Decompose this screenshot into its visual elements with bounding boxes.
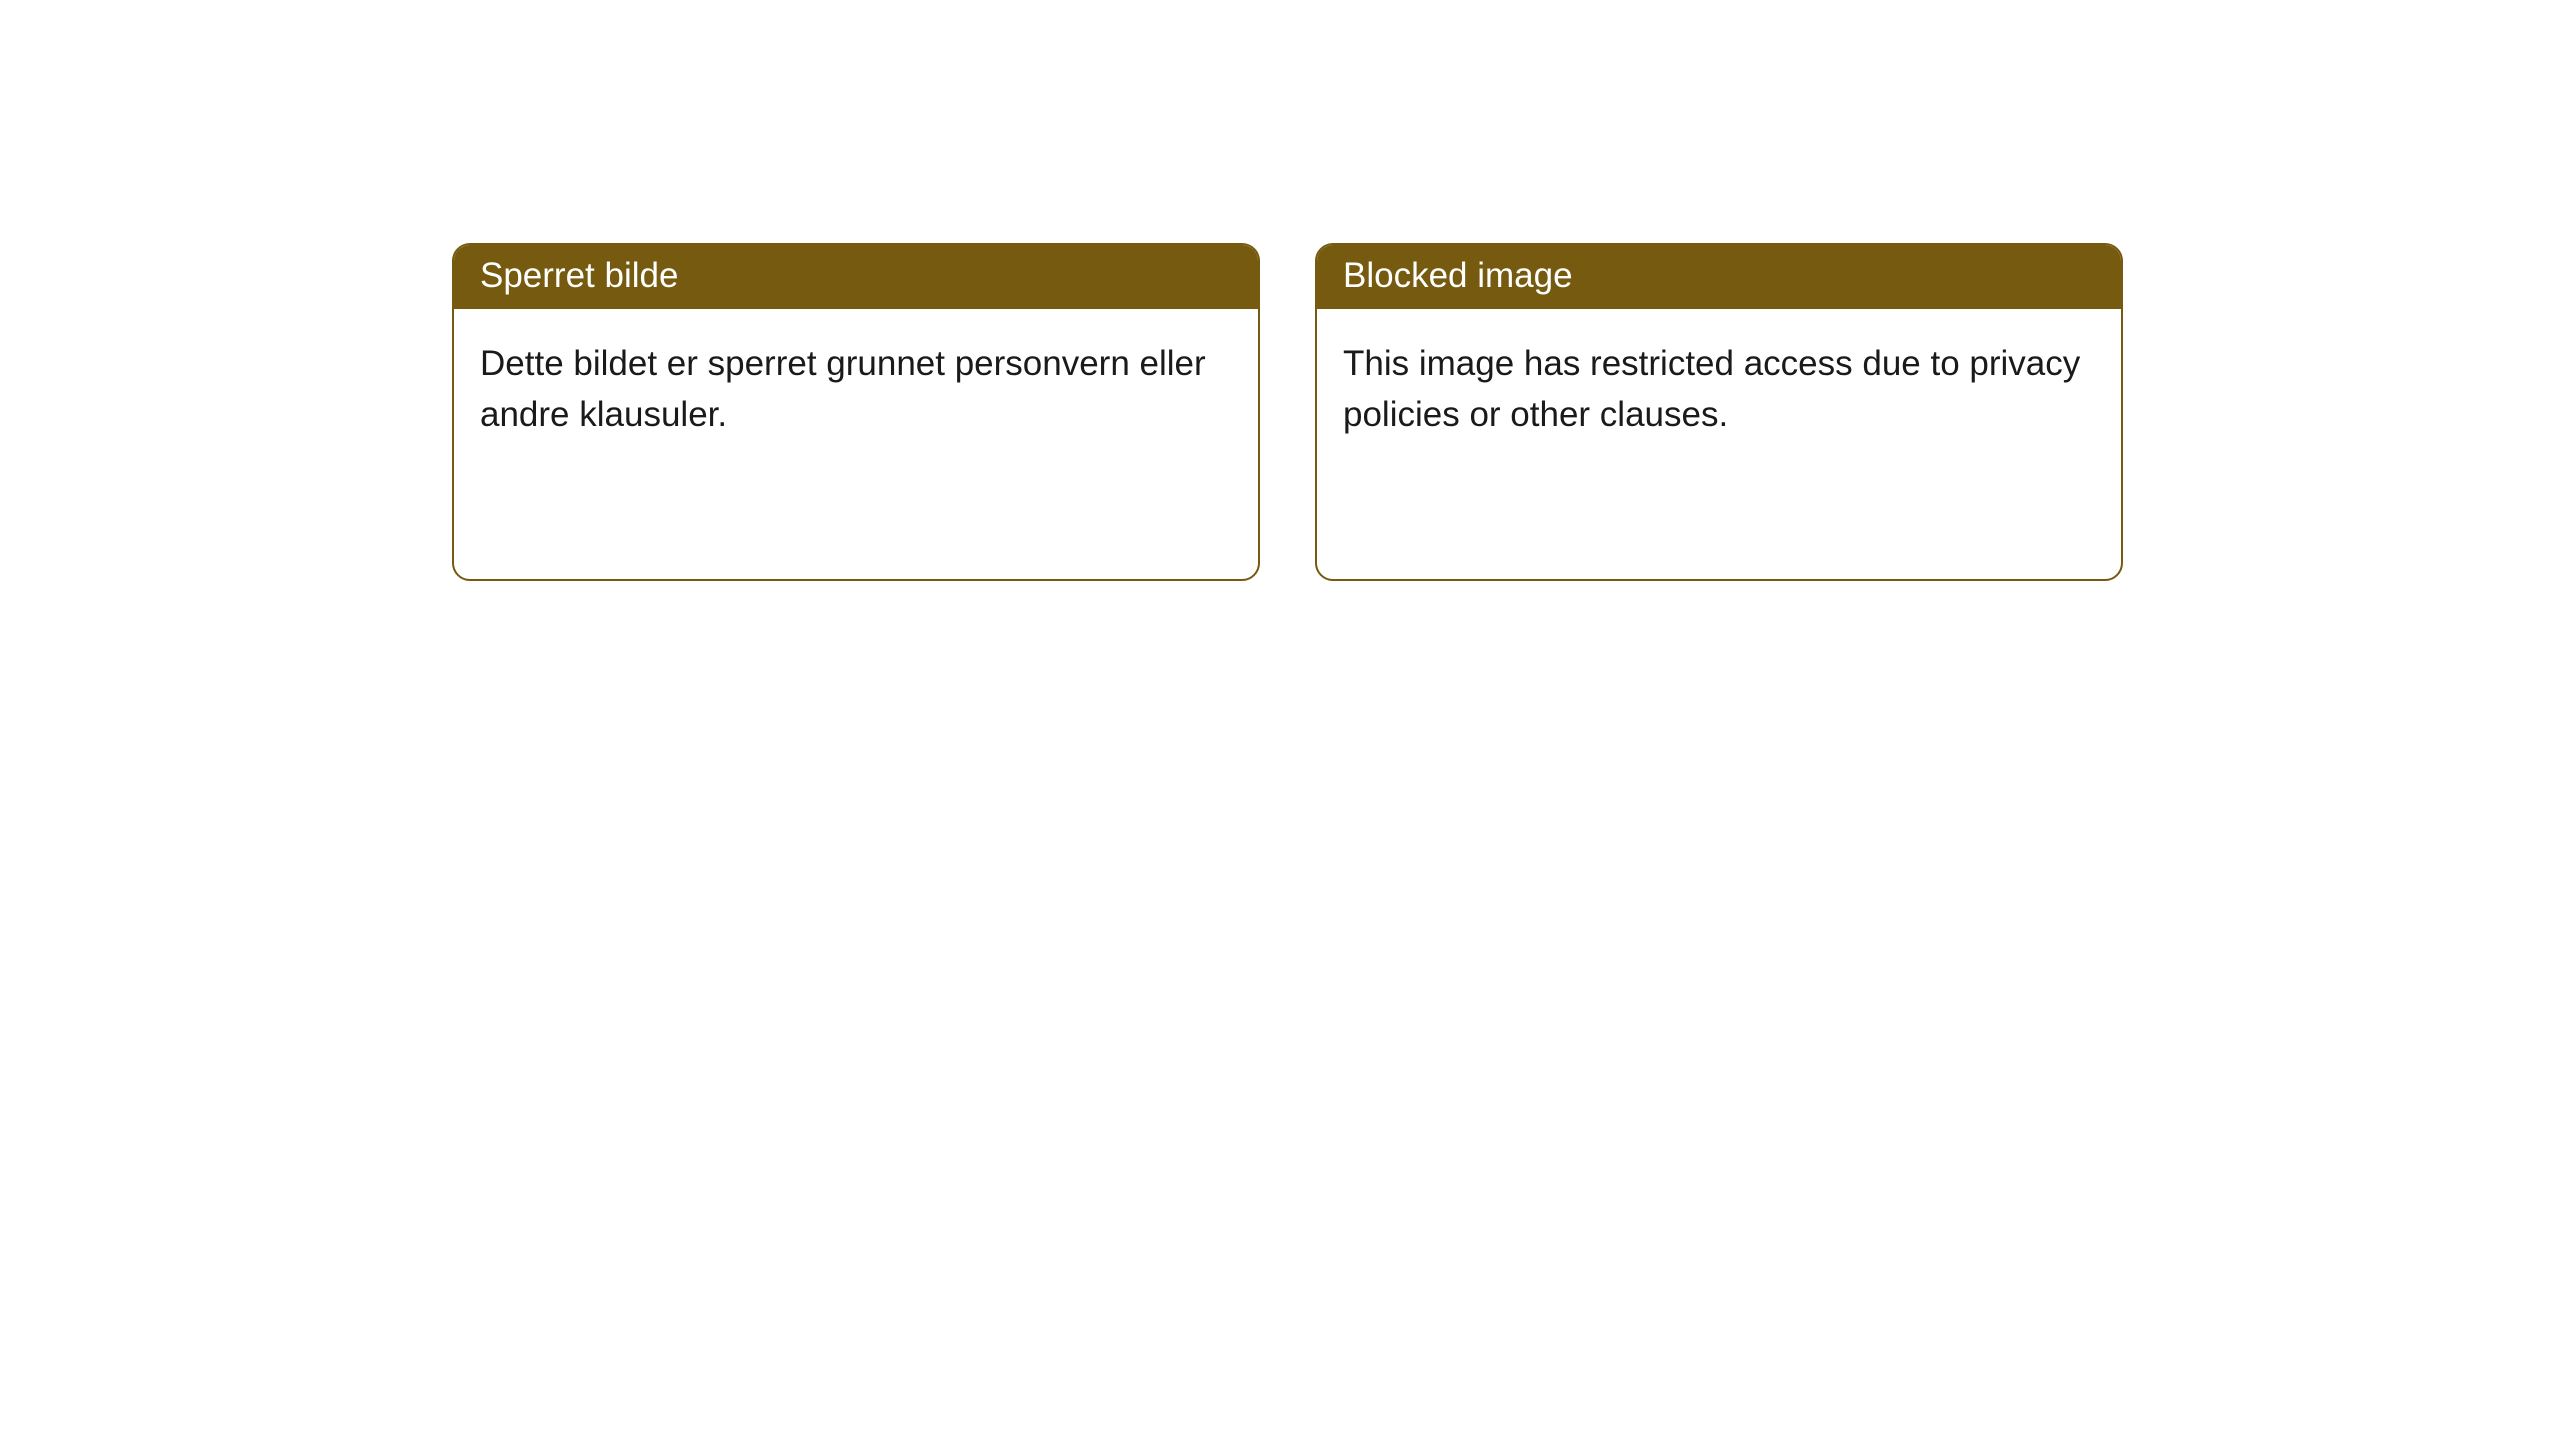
notice-card-no: Sperret bilde Dette bildet er sperret gr…: [452, 243, 1260, 581]
notice-card-title-en: Blocked image: [1317, 245, 2121, 309]
notice-card-en: Blocked image This image has restricted …: [1315, 243, 2123, 581]
notice-card-body-en: This image has restricted access due to …: [1317, 309, 2121, 461]
notice-container: Sperret bilde Dette bildet er sperret gr…: [452, 243, 2123, 581]
notice-card-title-no: Sperret bilde: [454, 245, 1258, 309]
notice-card-body-no: Dette bildet er sperret grunnet personve…: [454, 309, 1258, 461]
